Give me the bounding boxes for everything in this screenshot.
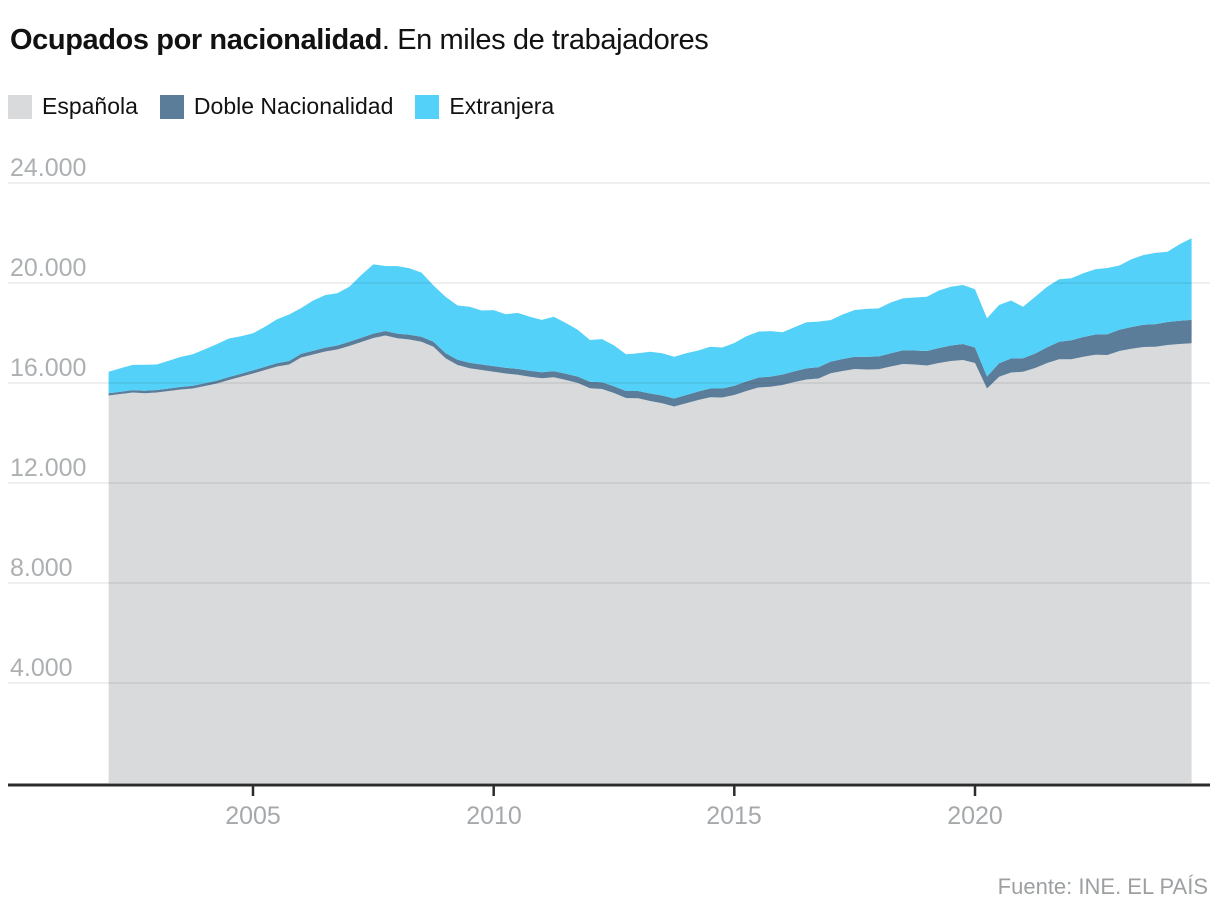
legend-label-extranjera: Extranjera bbox=[449, 93, 555, 119]
x-axis-label: 2015 bbox=[706, 802, 762, 830]
legend-swatch-extranjera bbox=[415, 94, 440, 119]
legend-swatch-doble-nacionalidad bbox=[159, 94, 184, 119]
title-bold: Ocupados por nacionalidad bbox=[10, 24, 382, 56]
legend-item-doble-nacionalidad: Doble Nacionalidad bbox=[159, 93, 394, 120]
area-extranjera bbox=[108, 238, 1192, 399]
legend-swatch-espanola bbox=[8, 94, 32, 119]
title-subtitle: . En miles de trabajadores bbox=[381, 24, 709, 56]
y-axis-label: 16.000 bbox=[10, 354, 87, 382]
area-espanola bbox=[108, 335, 1192, 783]
y-axis-label: 24.000 bbox=[10, 154, 87, 182]
x-axis-label: 2010 bbox=[466, 802, 522, 830]
legend-label-espanola: Española bbox=[42, 93, 138, 119]
chart-legend: Española Doble Nacionalidad Extranjera bbox=[8, 93, 554, 120]
page-title: Ocupados por nacionalidad. En miles de t… bbox=[10, 24, 709, 57]
legend-label-doble-nacionalidad: Doble Nacionalidad bbox=[193, 93, 394, 119]
legend-item-espanola: Española bbox=[8, 93, 138, 120]
source-credit: Fuente: INE. EL PAÍS bbox=[997, 874, 1208, 899]
x-axis-label: 2020 bbox=[947, 802, 1003, 830]
y-axis-label: 12.000 bbox=[10, 454, 87, 482]
x-axis-label: 2005 bbox=[225, 802, 281, 830]
y-axis-label: 20.000 bbox=[10, 254, 87, 282]
legend-item-extranjera: Extranjera bbox=[415, 93, 554, 120]
y-axis-label: 4.000 bbox=[10, 654, 73, 682]
y-axis-label: 8.000 bbox=[10, 554, 73, 582]
